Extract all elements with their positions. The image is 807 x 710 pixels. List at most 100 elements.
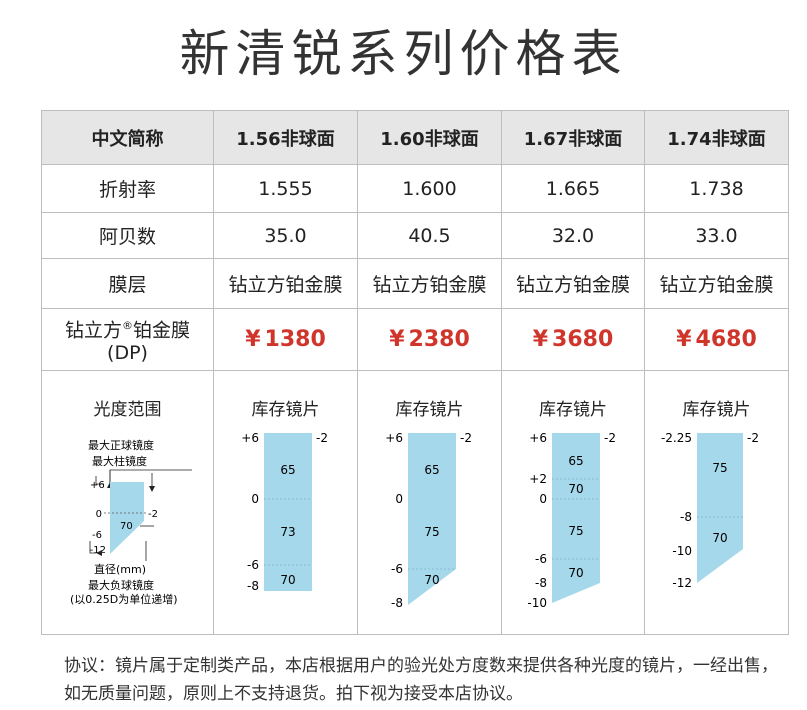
range-neg8: -8 [680,510,692,524]
price-value: 1380 [264,327,326,352]
stock-label: 库存镜片 [682,400,751,420]
range-cyl: -2 [460,431,472,445]
range-top: +6 [241,431,259,445]
header-label: 中文简称 [41,110,214,165]
header-col-1: 1.56非球面 [213,110,358,165]
diameter-label: 70 [424,573,439,587]
header-row: 中文简称 1.56非球面 1.60非球面 1.67非球面 1.74非球面 [41,110,789,165]
diameter-label: 75 [424,525,439,539]
abbe-value: 33.0 [644,212,789,259]
agreement-text: 协议：镜片属于定制类产品，本店根据用户的验光处方度数来提供各种光度的镜片，一经出… [64,656,778,704]
range-diagram-2: +6 0 -6 -8 -2 65 75 70 [385,431,472,610]
registered-mark: ® [122,319,133,333]
price-value: 4680 [695,327,757,352]
diameter-label: 75 [568,524,583,538]
diameter-label: 65 [568,454,583,468]
row-label: 折射率 [41,164,214,213]
abbe-value: 35.0 [213,212,358,259]
legend-zero: 0 [96,509,102,520]
legend-max-cyl: 最大柱镜度 [92,454,147,468]
range-top: -2.25 [661,431,692,445]
range-label: 光度范围 [93,400,162,420]
legend-max-neg: 最大负球镜度 [88,578,154,592]
lens-range-4 [697,433,743,583]
lens-range-3 [552,433,600,603]
range-cyl: -2 [747,431,759,445]
range-row: 光度范围 最大正球镜度 最大柱镜度 +6 0 -2 70 -6 -12 [41,370,789,635]
currency-symbol: ¥ [676,327,692,352]
price-label-sub: (DP) [107,341,148,364]
range-top: +6 [529,431,547,445]
range-plus2: +2 [529,472,547,486]
range-mid: 0 [251,492,259,506]
price-label-main: 钻立方 [64,319,122,342]
range-cell-3: 库存镜片 +6 +2 0 -6 -8 -10 -2 65 70 75 70 [501,370,645,635]
stock-label: 库存镜片 [251,400,320,420]
abbe-value: 32.0 [501,212,645,259]
legend-diameter: 直径(mm) [94,562,146,576]
range-neg8: -8 [535,576,547,590]
range-bottom: -10 [527,596,547,610]
range-neg10: -10 [672,544,692,558]
range-cell-4: 库存镜片 -2.25 -8 -10 -12 -2 75 70 [644,370,789,635]
legend-dia: 70 [120,521,133,532]
range-legend-cell: 光度范围 最大正球镜度 最大柱镜度 +6 0 -2 70 -6 -12 [41,370,214,635]
legend-lens-shape [110,482,144,554]
range-diagram-3: +6 +2 0 -6 -8 -10 -2 65 70 75 70 [527,431,616,610]
coating-value: 钻立方铂金膜 [501,258,645,309]
range-bottom: -8 [391,596,403,610]
diameter-label: 70 [280,573,295,587]
legend-minus6: -6 [92,530,102,541]
coating-row: 膜层 钻立方铂金膜 钻立方铂金膜 钻立方铂金膜 钻立方铂金膜 [41,258,789,309]
lens-range-2 [408,433,456,605]
range-bottom: -12 [672,576,692,590]
coating-value: 钻立方铂金膜 [213,258,358,309]
range-mid: 0 [539,492,547,506]
stock-label: 库存镜片 [539,400,607,420]
diameter-label: 65 [424,463,439,477]
abbe-value: 40.5 [357,212,502,259]
refractive-value: 1.555 [213,164,358,213]
refractive-value: 1.665 [501,164,645,213]
refractive-value: 1.738 [644,164,789,213]
stock-label: 库存镜片 [395,400,464,420]
diameter-label: 70 [712,531,727,545]
diameter-label: 73 [280,525,295,539]
range-cell-1: 库存镜片 +6 0 -6 -8 -2 65 73 70 [213,370,358,635]
range-top: +6 [385,431,403,445]
refractive-value: 1.600 [357,164,502,213]
row-label: 阿贝数 [41,212,214,259]
coating-value: 钻立方铂金膜 [644,258,789,309]
diameter-label: 65 [280,463,295,477]
price-value: 2380 [408,327,470,352]
coating-value: 钻立方铂金膜 [357,258,502,309]
legend-plus: +6 [90,480,105,491]
diameter-label: 70 [568,566,583,580]
range-cyl: -2 [316,431,328,445]
header-col-4: 1.74非球面 [644,110,789,165]
price-1: ¥1380 [245,327,326,352]
header-col-2: 1.60非球面 [357,110,502,165]
price-2: ¥2380 [389,327,470,352]
range-low: -6 [535,552,547,566]
diameter-label: 70 [568,482,583,496]
diameter-label: 75 [712,461,727,475]
currency-symbol: ¥ [389,327,405,352]
lens-range-1 [264,433,312,591]
price-table: 中文简称 1.56非球面 1.60非球面 1.67非球面 1.74非球面 折射率… [41,110,789,635]
price-value: 3680 [552,327,614,352]
range-diagram-1: +6 0 -6 -8 -2 65 73 70 [241,431,328,593]
price-4: ¥4680 [676,327,757,352]
price-3: ¥3680 [533,327,614,352]
refractive-row: 折射率 1.555 1.600 1.665 1.738 [41,164,789,213]
range-bottom: -8 [247,579,259,593]
range-low: -6 [247,558,259,572]
range-diagram-4: -2.25 -8 -10 -12 -2 75 70 [661,431,759,590]
currency-symbol: ¥ [532,327,549,352]
legend-note: (以0.25D为单位递增) [70,592,178,606]
range-cyl: -2 [604,431,616,445]
abbe-row: 阿贝数 35.0 40.5 32.0 33.0 [41,212,789,259]
range-low: -6 [391,562,403,576]
legend-minus12: -12 [90,545,106,556]
range-cell-2: 库存镜片 +6 0 -6 -8 -2 65 75 70 [357,370,502,635]
